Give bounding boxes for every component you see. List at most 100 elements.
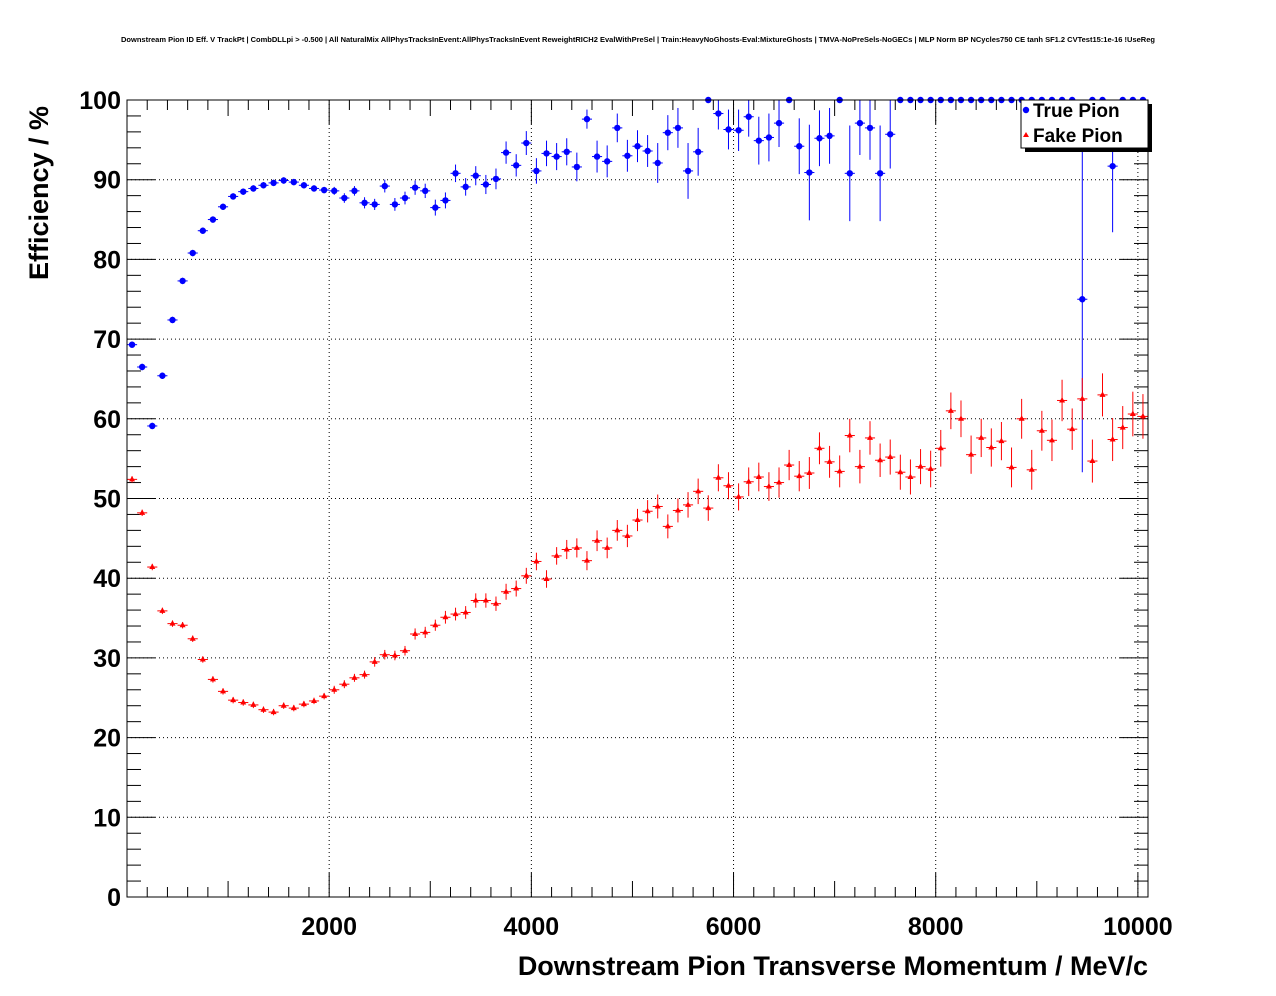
- data-point: [947, 407, 954, 413]
- data-point: [694, 148, 702, 156]
- data-point: [887, 453, 894, 460]
- data-point: [634, 516, 641, 523]
- data-point: [674, 506, 681, 513]
- data-point: [988, 443, 995, 450]
- data-point: [422, 187, 429, 195]
- data-point: [684, 167, 692, 175]
- data-point: [361, 199, 368, 207]
- data-point: [492, 175, 500, 183]
- data-point: [472, 172, 479, 179]
- data-point: [654, 502, 661, 509]
- data-point: [179, 277, 186, 285]
- data-point: [1048, 436, 1055, 443]
- data-point: [492, 600, 499, 606]
- data-point: [311, 697, 318, 703]
- y-tick-label: 80: [93, 246, 121, 274]
- legend-label-true-pion: True Pion: [1033, 101, 1120, 122]
- data-point: [583, 557, 590, 563]
- data-point: [593, 153, 601, 160]
- data-point: [725, 482, 732, 488]
- y-axis-title: Efficiency / %: [24, 106, 54, 280]
- data-point: [705, 504, 712, 511]
- data-point: [230, 696, 237, 703]
- data-point: [341, 680, 348, 687]
- data-point: [159, 607, 166, 613]
- y-tick-label: 100: [79, 87, 121, 115]
- data-point: [1139, 412, 1146, 419]
- data-point: [664, 129, 672, 136]
- data-point: [866, 124, 874, 132]
- data-point: [240, 699, 247, 705]
- data-point: [462, 608, 469, 615]
- data-point: [877, 456, 884, 463]
- data-point: [573, 163, 581, 171]
- data-point: [614, 526, 621, 533]
- data-point: [604, 544, 611, 550]
- data-point: [836, 467, 843, 474]
- data-point: [502, 149, 510, 156]
- data-point: [715, 474, 722, 480]
- data-point: [644, 147, 651, 155]
- data-point: [624, 532, 631, 538]
- data-point: [806, 469, 813, 475]
- legend-label-fake-pion: Fake Pion: [1033, 126, 1123, 147]
- data-point: [826, 132, 833, 140]
- data-point: [432, 204, 439, 211]
- data-point: [149, 563, 156, 570]
- data-point: [1059, 396, 1066, 403]
- data-point: [482, 181, 490, 188]
- data-point: [1028, 466, 1035, 472]
- y-tick-label: 10: [93, 804, 121, 832]
- data-point: [452, 610, 459, 617]
- data-point: [856, 463, 863, 469]
- data-point: [320, 186, 328, 194]
- data-point: [674, 124, 682, 132]
- data-point: [816, 444, 823, 451]
- data-point: [846, 170, 853, 177]
- data-point: [614, 124, 621, 132]
- y-axis: 0 10 20 30 40 50 60 70 80 90 100: [79, 87, 1148, 912]
- data-point: [250, 701, 257, 707]
- data-point: [290, 704, 297, 711]
- legend-marker-true-pion: [1022, 106, 1030, 114]
- data-point: [1109, 162, 1116, 170]
- data-point: [745, 478, 752, 484]
- data-point: [745, 113, 752, 120]
- data-point: [260, 182, 267, 189]
- plot-frame: [126, 99, 1149, 898]
- data-point: [1079, 395, 1086, 401]
- data-point: [765, 134, 773, 141]
- data-point: [169, 316, 176, 324]
- data-point: [482, 597, 489, 603]
- data-point: [563, 546, 570, 552]
- data-point: [381, 182, 388, 190]
- data-point: [169, 620, 176, 626]
- data-point: [775, 119, 783, 127]
- data-point: [765, 483, 772, 489]
- data-point: [503, 588, 510, 594]
- legend: True Pion Fake Pion: [1020, 99, 1152, 152]
- grid-lines: [127, 100, 1148, 897]
- y-tick-label: 90: [93, 167, 121, 195]
- data-point: [513, 585, 520, 591]
- data-point: [321, 692, 328, 699]
- data-point: [240, 188, 247, 195]
- data-point: [685, 501, 692, 507]
- data-point: [401, 647, 408, 653]
- data-point: [735, 127, 742, 134]
- data-point: [229, 193, 237, 200]
- data-point: [381, 651, 388, 657]
- data-point: [361, 671, 368, 677]
- y-tick-label: 70: [93, 326, 121, 354]
- data-point: [351, 674, 358, 680]
- y-tick-label: 20: [93, 725, 121, 753]
- data-point: [139, 509, 146, 515]
- data-point: [523, 139, 530, 147]
- data-point: [1089, 457, 1096, 464]
- data-point: [331, 686, 338, 692]
- data-point: [199, 227, 207, 234]
- data-point: [138, 363, 146, 371]
- data-point: [907, 473, 914, 479]
- data-point: [867, 434, 874, 440]
